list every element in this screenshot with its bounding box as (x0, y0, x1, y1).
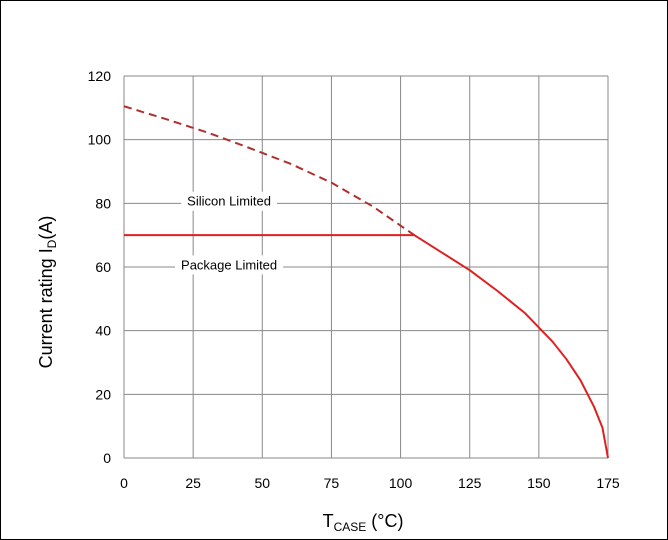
y-tick-label-0: 0 (103, 450, 111, 466)
y-tick-label-2: 40 (95, 323, 111, 339)
y-tick-label-6: 120 (88, 68, 112, 84)
annotation-0: Silicon Limited (187, 194, 271, 209)
y-tick-label-1: 20 (95, 386, 111, 402)
x-tick-label-3: 75 (324, 475, 340, 491)
x-axis-label-main: T (323, 511, 334, 531)
annotation-bg-0 (181, 191, 278, 211)
x-tick-label-5: 125 (458, 475, 482, 491)
x-tick-label-4: 100 (389, 475, 413, 491)
x-tick-label-6: 150 (527, 475, 551, 491)
y-tick-label-3: 60 (95, 259, 111, 275)
y-axis-label-rest: (A) (36, 216, 56, 240)
x-tick-label-1: 25 (185, 475, 201, 491)
y-axis-label: Current rating ID(A) (36, 216, 59, 369)
y-tick-labels: 0 20 40 60 80 100 120 (88, 68, 112, 466)
series-line-0 (123, 105, 415, 236)
y-tick-label-5: 100 (88, 132, 112, 148)
x-tick-label-7: 175 (596, 475, 620, 491)
x-tick-label-2: 50 (254, 475, 270, 491)
series-group (123, 105, 609, 459)
annotation-bg-1 (175, 255, 284, 275)
y-tick-label-4: 80 (95, 195, 111, 211)
series-line-1 (124, 234, 609, 459)
y-axis-label-main: Current rating I (36, 248, 56, 368)
x-tick-labels: 0 25 50 75 100 125 150 175 (120, 475, 620, 491)
x-axis-label-sub: CASE (334, 520, 367, 534)
annotations: Silicon Limited Package Limited (175, 191, 284, 275)
x-axis-label: TCASE (°C) (323, 511, 404, 534)
annotation-1: Package Limited (181, 257, 277, 272)
x-tick-label-0: 0 (120, 475, 128, 491)
y-axis-label-sub: D (45, 239, 59, 248)
x-axis-label-rest: (°C) (366, 511, 403, 531)
